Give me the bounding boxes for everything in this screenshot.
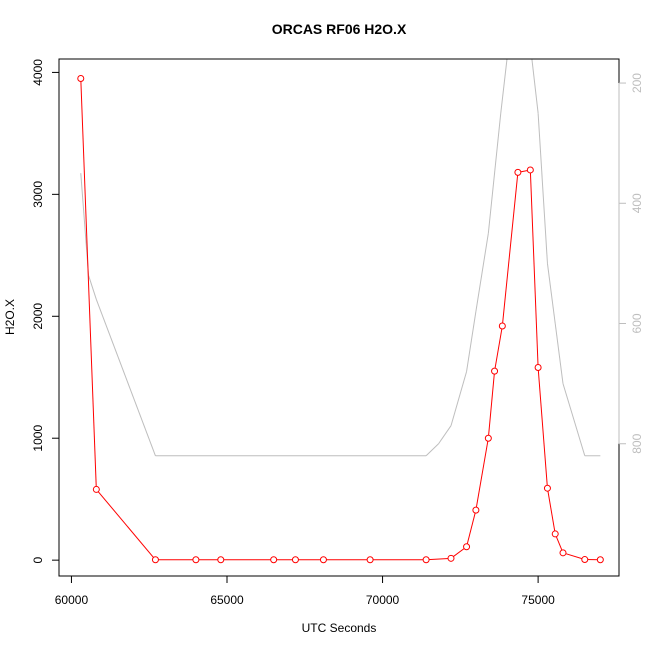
data-point — [92, 485, 100, 493]
y2-tick-label: 400 — [630, 193, 644, 213]
series-1 — [80, 59, 601, 457]
data-point — [463, 543, 471, 551]
series-1-segment — [88, 275, 97, 300]
y-tick-label: 3000 — [31, 181, 45, 208]
data-point — [192, 556, 200, 564]
series-0-segment — [529, 169, 539, 368]
data-point — [151, 556, 159, 564]
series-0-segment — [95, 489, 156, 561]
left-series-layer — [77, 75, 604, 564]
y2-tick-label: 800 — [630, 433, 644, 453]
x-axis-label: UTC Seconds — [302, 621, 377, 635]
y-tick-label: 4000 — [31, 59, 45, 86]
y-axis-left: 0 1000 2000 3000 4000 — [31, 59, 60, 563]
x-tick-label: 65000 — [210, 593, 244, 607]
y-tick-label: 1000 — [31, 425, 45, 452]
series-0-segment — [562, 552, 585, 561]
series-1-segment — [531, 59, 539, 114]
data-point — [551, 530, 559, 538]
series-1-segment — [487, 113, 502, 234]
series-0-segment — [494, 325, 503, 372]
data-point — [366, 556, 374, 564]
x-axis: 60000 65000 70000 75000 — [55, 575, 555, 607]
series-0-segment — [537, 367, 548, 489]
series-1-segment — [500, 59, 508, 114]
data-point — [596, 556, 604, 564]
y-axis-right: 200 400 600 800 — [618, 73, 644, 454]
series-1-segment — [466, 311, 477, 372]
chart-title: ORCAS RF06 H2O.X — [272, 21, 407, 37]
x-tick-label: 70000 — [366, 593, 400, 607]
y2-tick-label: 600 — [630, 313, 644, 333]
series-0-segment — [546, 488, 556, 535]
series-1-segment — [425, 443, 439, 457]
series-0 — [77, 75, 604, 564]
data-point — [447, 554, 455, 562]
data-point — [491, 367, 499, 375]
series-0-segment — [475, 438, 489, 511]
y-tick-label: 2000 — [31, 303, 45, 330]
data-point — [270, 556, 278, 564]
data-point — [526, 166, 534, 174]
series-1-segment — [537, 113, 548, 264]
data-point — [534, 363, 542, 371]
series-1-segment — [546, 263, 556, 324]
series-0-segment — [80, 78, 97, 490]
series-0-segment — [487, 371, 496, 439]
data-point — [422, 556, 430, 564]
data-point — [559, 549, 567, 557]
data-point — [514, 168, 522, 176]
data-point — [77, 75, 85, 83]
right-series-layer — [80, 59, 601, 457]
series-1-segment — [95, 299, 156, 456]
y2-tick-label: 200 — [630, 73, 644, 93]
series-1-segment — [438, 425, 452, 445]
data-point — [217, 556, 225, 564]
data-point — [581, 556, 589, 564]
data-point — [484, 434, 492, 442]
series-1-segment — [450, 371, 468, 426]
data-point — [498, 322, 506, 330]
data-point — [472, 506, 480, 514]
series-0-segment — [426, 557, 452, 561]
series-0-segment — [501, 172, 519, 327]
y-tick-label: 0 — [31, 556, 45, 563]
data-point — [543, 484, 551, 492]
x-tick-label: 75000 — [521, 593, 555, 607]
series-1-segment — [554, 323, 564, 384]
x-tick-label: 60000 — [55, 593, 89, 607]
data-point — [291, 556, 299, 564]
series-1-segment — [475, 233, 489, 312]
y-axis-label: H2O.X — [3, 299, 17, 335]
data-point — [319, 556, 327, 564]
series-0-segment — [466, 510, 477, 547]
series-1-segment — [562, 383, 586, 456]
